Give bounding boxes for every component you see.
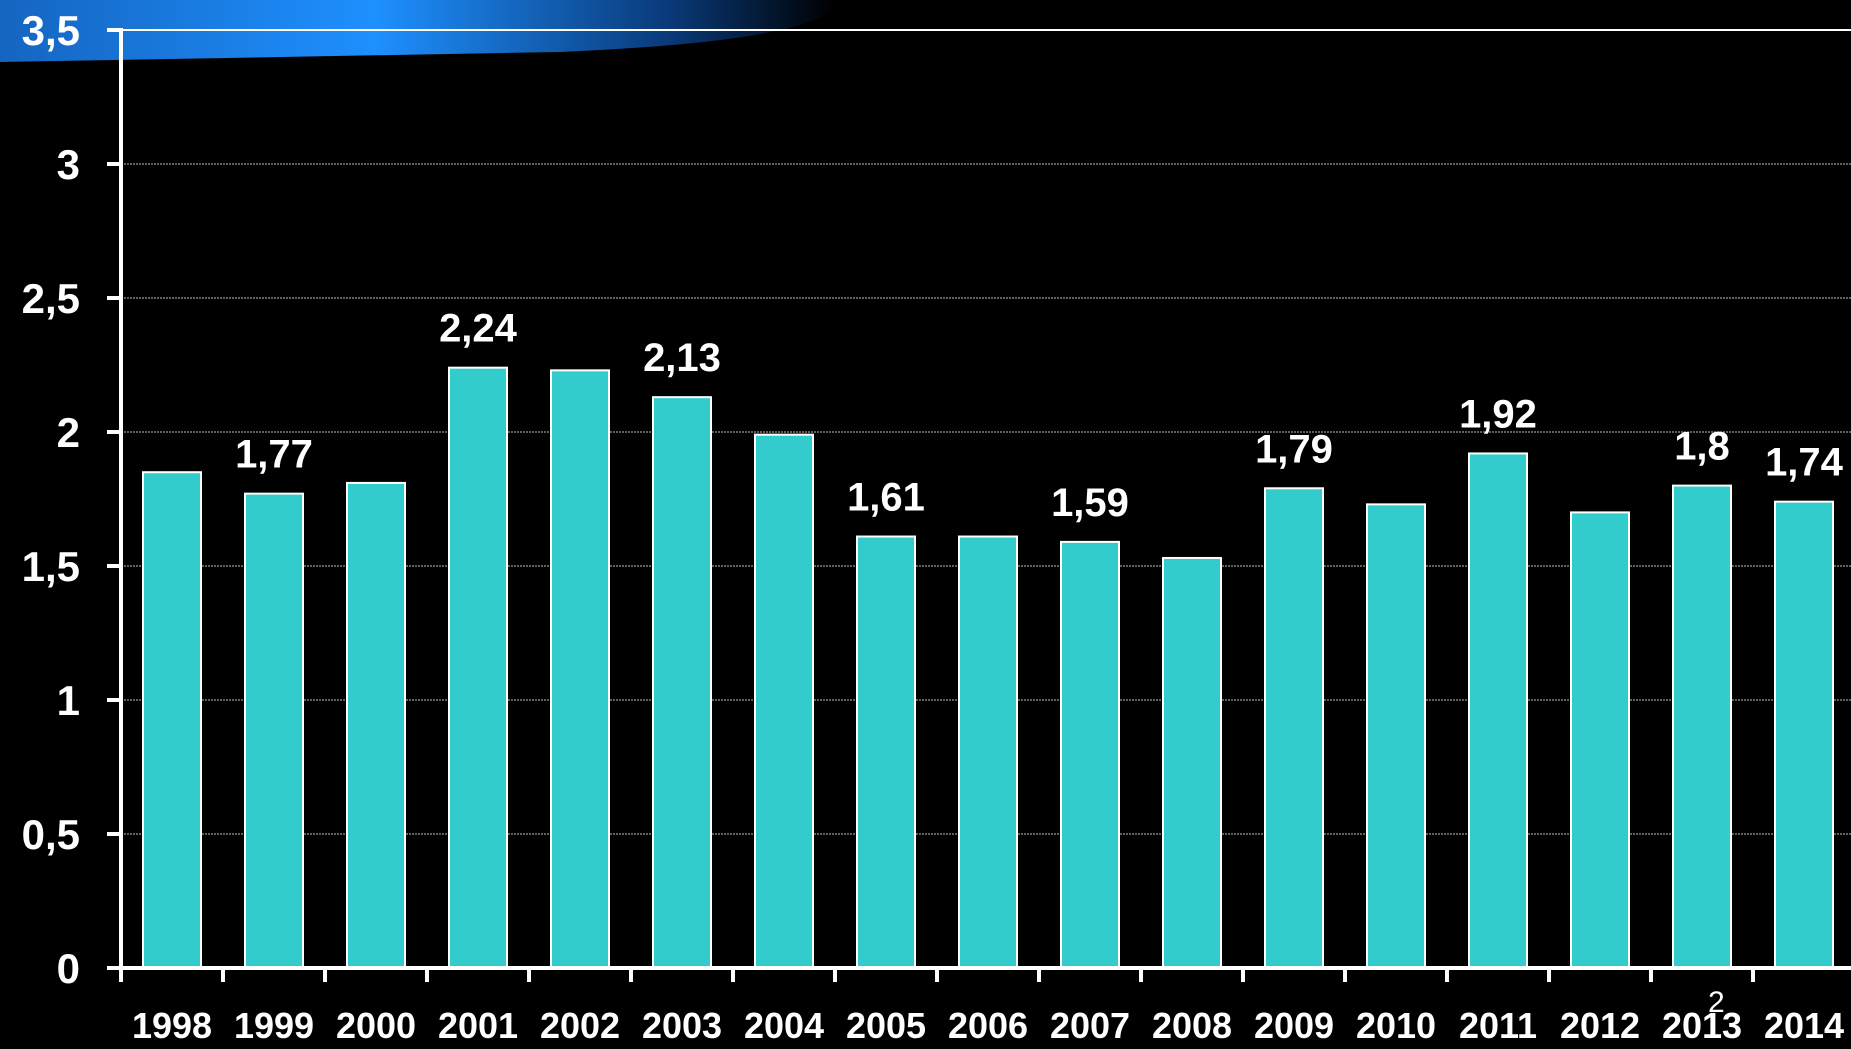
bar-2004 [754,433,814,969]
data-label: 1,8 [1674,425,1730,469]
x-tick-labels: 1998 1999 2000 2001 2002 2003 2004 2005 2006 2007… [132,1005,1844,1046]
x-tick-label: 2002 [540,1005,620,1044]
data-label: 1,59 [1051,481,1129,525]
bar-1998 [142,471,202,969]
bar-2009 [1264,487,1324,969]
x-tick-label: 2012 [1560,1005,1640,1044]
x-tick-label: 2008 [1152,1005,1232,1044]
data-label: 2,24 [439,307,518,351]
data-label: 2,13 [643,336,721,380]
x-tick-label: 2013 [1662,1005,1742,1044]
y-tick-label: 0,5 [22,811,80,858]
x-tick-label: 2010 [1356,1005,1436,1044]
bar-2013 [1672,484,1732,969]
bar-1999 [244,492,304,969]
x-tick-label: 2000 [336,1005,416,1044]
y-tick-label: 1,5 [22,543,80,590]
y-tick-label: 1 [57,677,80,724]
bar-2007 [1060,540,1120,969]
bar-2005 [856,535,916,970]
bar-2001 [448,366,508,969]
y-tick-label: 3 [57,141,80,188]
y-tick-label: 2 [57,409,80,456]
x-tick-label: 2006 [948,1005,1028,1044]
x-tick-label: 2004 [744,1005,824,1044]
x-tick-label: 2001 [438,1005,518,1044]
data-label: 1,79 [1255,427,1333,471]
axes [107,28,1851,982]
x-tick-label: 2007 [1050,1005,1130,1044]
x-tick-label: 1999 [234,1005,314,1044]
x-tick-label: 1998 [132,1005,212,1044]
bar-2010 [1366,503,1426,969]
bar-2006 [958,535,1018,970]
bar-2012 [1570,511,1630,970]
y-tick-label: 0 [57,945,80,992]
y-tick-label: 3,5 [22,7,80,54]
data-label: 1,61 [847,476,925,520]
bars [142,366,1834,970]
x-tick-label: 2005 [846,1005,926,1044]
x-tick-label: 2011 [1459,1005,1537,1044]
page-number: 2 [1708,986,1725,1019]
x-tick-label: 2014 [1764,1005,1844,1044]
x-tick-label: 2003 [642,1005,722,1044]
bar-2003 [652,396,712,970]
bar-2000 [346,481,406,969]
data-label: 1,92 [1459,392,1537,436]
y-tick-label: 2,5 [22,275,80,322]
bar-2002 [550,369,610,969]
bar-2014 [1774,500,1834,969]
x-tick-label: 2009 [1254,1005,1334,1044]
data-label: 1,74 [1765,441,1844,485]
data-label: 1,77 [235,433,313,477]
data-labels: 1,77 2,24 2,13 1,61 1,59 1,79 1,92 1,8 1,74 [235,307,1844,525]
bar-2011 [1468,452,1528,969]
y-tick-labels: 0 0,5 1 1,5 2 2,5 3 3,5 [22,7,80,992]
bar-2008 [1162,556,1222,970]
